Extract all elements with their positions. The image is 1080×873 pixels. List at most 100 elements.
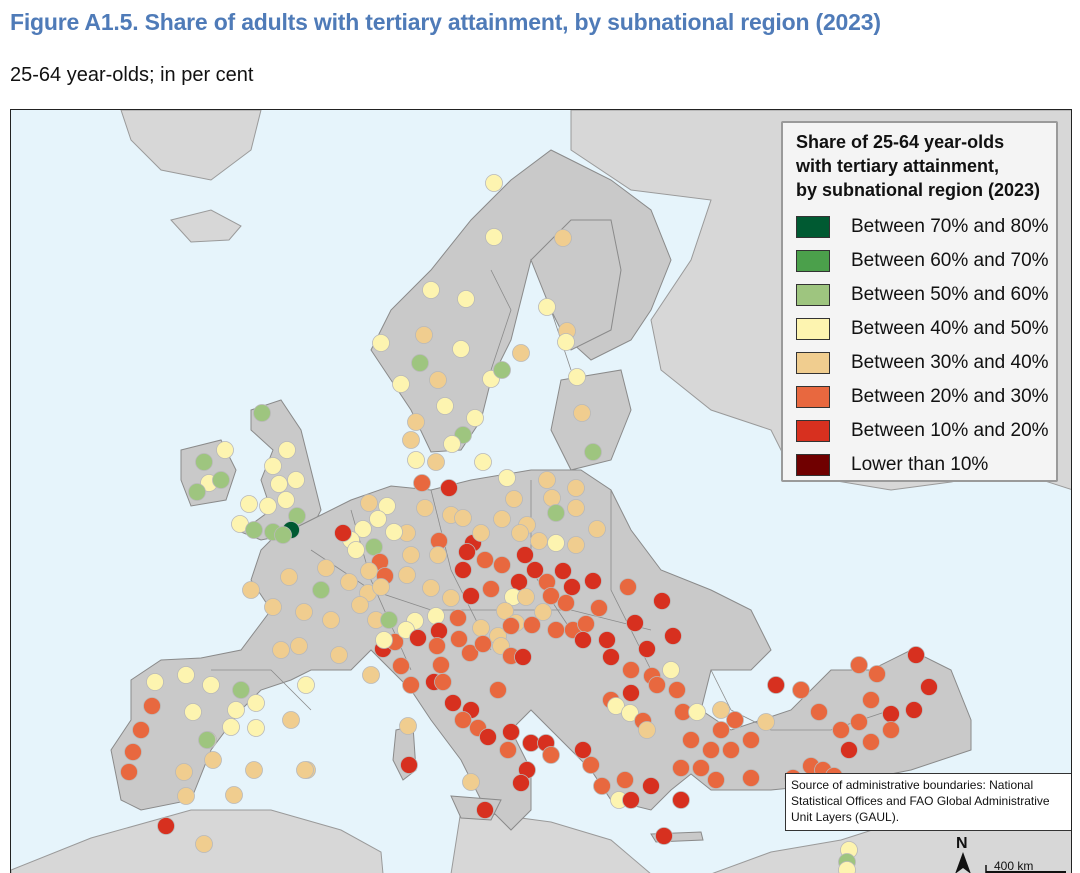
- region-dot: [295, 603, 313, 621]
- region-dot: [602, 648, 620, 666]
- region-dot: [216, 441, 234, 459]
- region-dot: [440, 479, 458, 497]
- region-dot: [568, 368, 586, 386]
- region-dot: [347, 541, 365, 559]
- region-dot: [253, 404, 271, 422]
- region-dot: [458, 543, 476, 561]
- region-dot: [593, 777, 611, 795]
- region-dot: [380, 611, 398, 629]
- region-dot: [563, 578, 581, 596]
- region-dot: [392, 657, 410, 675]
- region-dot: [400, 756, 418, 774]
- region-dot: [472, 524, 490, 542]
- region-dot: [444, 694, 462, 712]
- region-dot: [270, 475, 288, 493]
- north-arrow-label: N: [956, 835, 968, 852]
- region-dot: [707, 771, 725, 789]
- region-dot: [443, 435, 461, 453]
- region-dot: [523, 616, 541, 634]
- region-dot: [204, 751, 222, 769]
- region-dot: [449, 609, 467, 627]
- region-dot: [547, 534, 565, 552]
- region-dot: [920, 678, 938, 696]
- region-dot: [351, 596, 369, 614]
- region-dot: [542, 746, 560, 764]
- region-dot: [462, 773, 480, 791]
- region-dot: [567, 479, 585, 497]
- region-dot: [742, 731, 760, 749]
- region-dot: [526, 561, 544, 579]
- region-dot: [517, 588, 535, 606]
- region-dot: [375, 631, 393, 649]
- region-dot: [514, 648, 532, 666]
- region-dot: [538, 471, 556, 489]
- region-dot: [278, 441, 296, 459]
- region-dot: [177, 666, 195, 684]
- region-dot: [616, 771, 634, 789]
- region-dot: [582, 756, 600, 774]
- region-dot: [334, 524, 352, 542]
- region-dot: [485, 174, 503, 192]
- region-dot: [534, 603, 552, 621]
- legend-label: Between 10% and 20%: [851, 420, 1049, 441]
- region-dot: [429, 546, 447, 564]
- legend-label: Between 70% and 80%: [851, 216, 1049, 237]
- map-frame: Share of 25-64 year-olds with tertiary a…: [10, 109, 1072, 873]
- region-dot: [512, 774, 530, 792]
- region-dot: [476, 551, 494, 569]
- region-dot: [454, 711, 472, 729]
- region-dot: [907, 646, 925, 664]
- region-dot: [502, 617, 520, 635]
- region-dot: [567, 499, 585, 517]
- region-dot: [584, 572, 602, 590]
- region-dot: [245, 521, 263, 539]
- region-dot: [202, 676, 220, 694]
- legend-label: Between 50% and 60%: [851, 284, 1049, 305]
- legend-label: Between 30% and 40%: [851, 352, 1049, 373]
- region-dot: [362, 666, 380, 684]
- legend-title: Share of 25-64 year-olds with tertiary a…: [796, 130, 1040, 202]
- region-dot: [415, 326, 433, 344]
- region-dot: [672, 759, 690, 777]
- region-dot: [409, 629, 427, 647]
- region-dot: [692, 759, 710, 777]
- region-dot: [485, 228, 503, 246]
- region-dot: [712, 721, 730, 739]
- region-dot: [905, 701, 923, 719]
- region-dot: [493, 510, 511, 528]
- region-dot: [354, 520, 372, 538]
- map-legend: Share of 25-64 year-olds with tertiary a…: [781, 121, 1058, 482]
- region-dot: [195, 453, 213, 471]
- region-dot: [175, 763, 193, 781]
- region-dot: [622, 791, 640, 809]
- region-dot: [120, 763, 138, 781]
- region-dot: [542, 587, 560, 605]
- legend-layer: Share of 25-64 year-olds with tertiary a…: [781, 121, 1071, 873]
- region-dot: [146, 673, 164, 691]
- region-dot: [274, 526, 292, 544]
- region-dot: [554, 562, 572, 580]
- legend-swatch: [796, 352, 830, 374]
- region-dot: [277, 491, 295, 509]
- region-dot: [574, 741, 592, 759]
- region-dot: [360, 494, 378, 512]
- region-dot: [619, 578, 637, 596]
- region-dot: [264, 457, 282, 475]
- region-dot: [502, 723, 520, 741]
- region-dot: [264, 598, 282, 616]
- legend-swatch: [796, 454, 830, 476]
- region-dot: [554, 229, 572, 247]
- region-dot: [792, 681, 810, 699]
- region-dot: [143, 697, 161, 715]
- region-dot: [212, 471, 230, 489]
- legend-swatch: [796, 318, 830, 340]
- region-dot: [622, 684, 640, 702]
- region-dot: [479, 728, 497, 746]
- region-dot: [850, 656, 868, 674]
- legend-label: Lower than 10%: [851, 454, 989, 475]
- region-dot: [505, 490, 523, 508]
- region-dot: [340, 573, 358, 591]
- region-dot: [198, 731, 216, 749]
- region-dot: [742, 769, 760, 787]
- region-dot: [227, 701, 245, 719]
